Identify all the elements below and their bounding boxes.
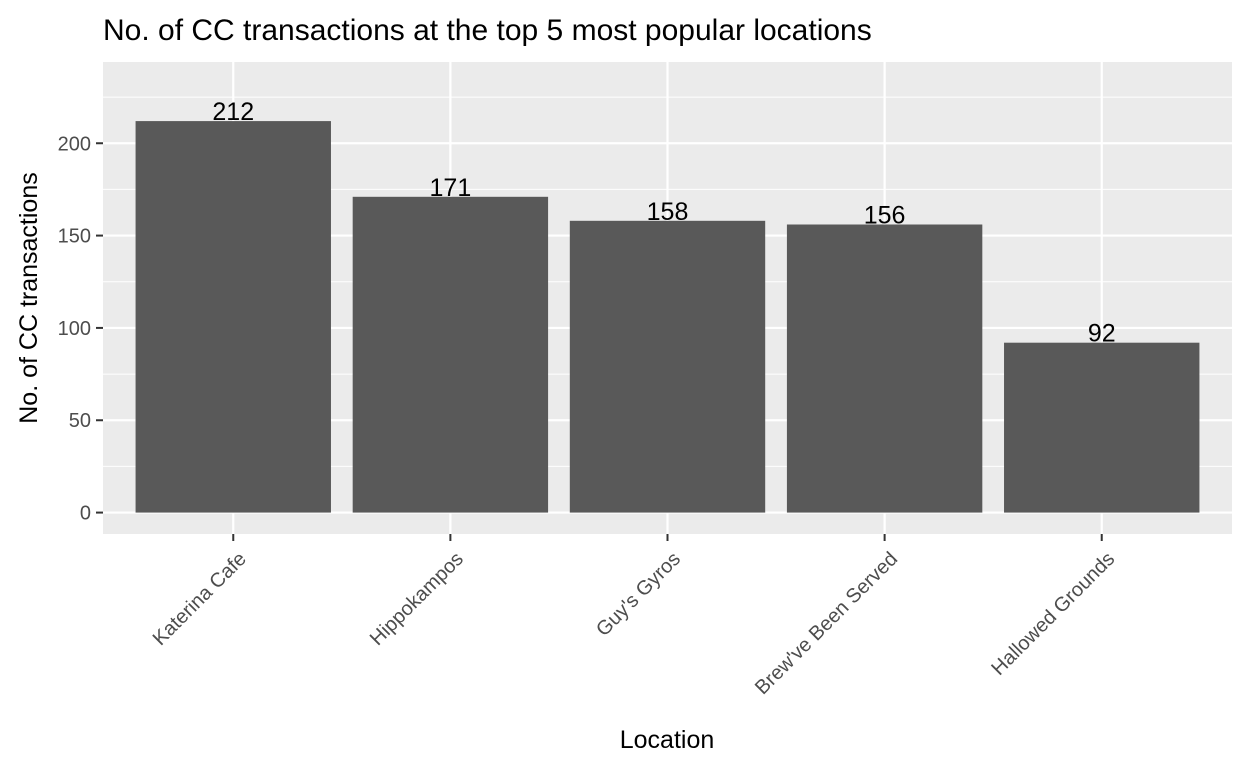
y-axis: 0 50 100 150 200 — [58, 133, 103, 525]
y-tick-label: 0 — [80, 503, 91, 525]
bar-value-labels: 212 171 158 156 92 — [212, 98, 1115, 348]
chart-title: No. of CC transactions at the top 5 most… — [103, 14, 872, 47]
bars — [135, 121, 1200, 513]
x-tick-label: Hippokampos — [366, 548, 468, 650]
bar-value-label: 212 — [212, 98, 254, 126]
bar-value-label: 92 — [1088, 320, 1116, 348]
bar-value-label: 158 — [647, 198, 689, 226]
x-tick-label: Hallowed Grounds — [987, 548, 1119, 680]
y-axis-title: No. of CC transactions — [15, 172, 43, 424]
bar — [1004, 342, 1200, 513]
y-tick-label: 100 — [58, 318, 91, 340]
x-tick-label: Guy's Gyros — [592, 548, 685, 641]
bar — [135, 121, 331, 513]
x-axis-title: Location — [620, 726, 715, 754]
x-tick-label: Brew've Been Served — [751, 548, 902, 699]
bar — [352, 196, 549, 513]
bar — [786, 224, 983, 513]
x-axis: Katerina Cafe Hippokampos Guy's Gyros Brew'… — [149, 534, 1119, 699]
bar — [569, 220, 766, 513]
y-tick-label: 50 — [69, 410, 91, 432]
bar-value-label: 171 — [430, 174, 472, 202]
y-tick-label: 150 — [58, 226, 91, 248]
x-tick-label: Katerina Cafe — [149, 548, 251, 650]
y-tick-label: 200 — [58, 133, 91, 155]
bar-value-label: 156 — [864, 202, 906, 230]
